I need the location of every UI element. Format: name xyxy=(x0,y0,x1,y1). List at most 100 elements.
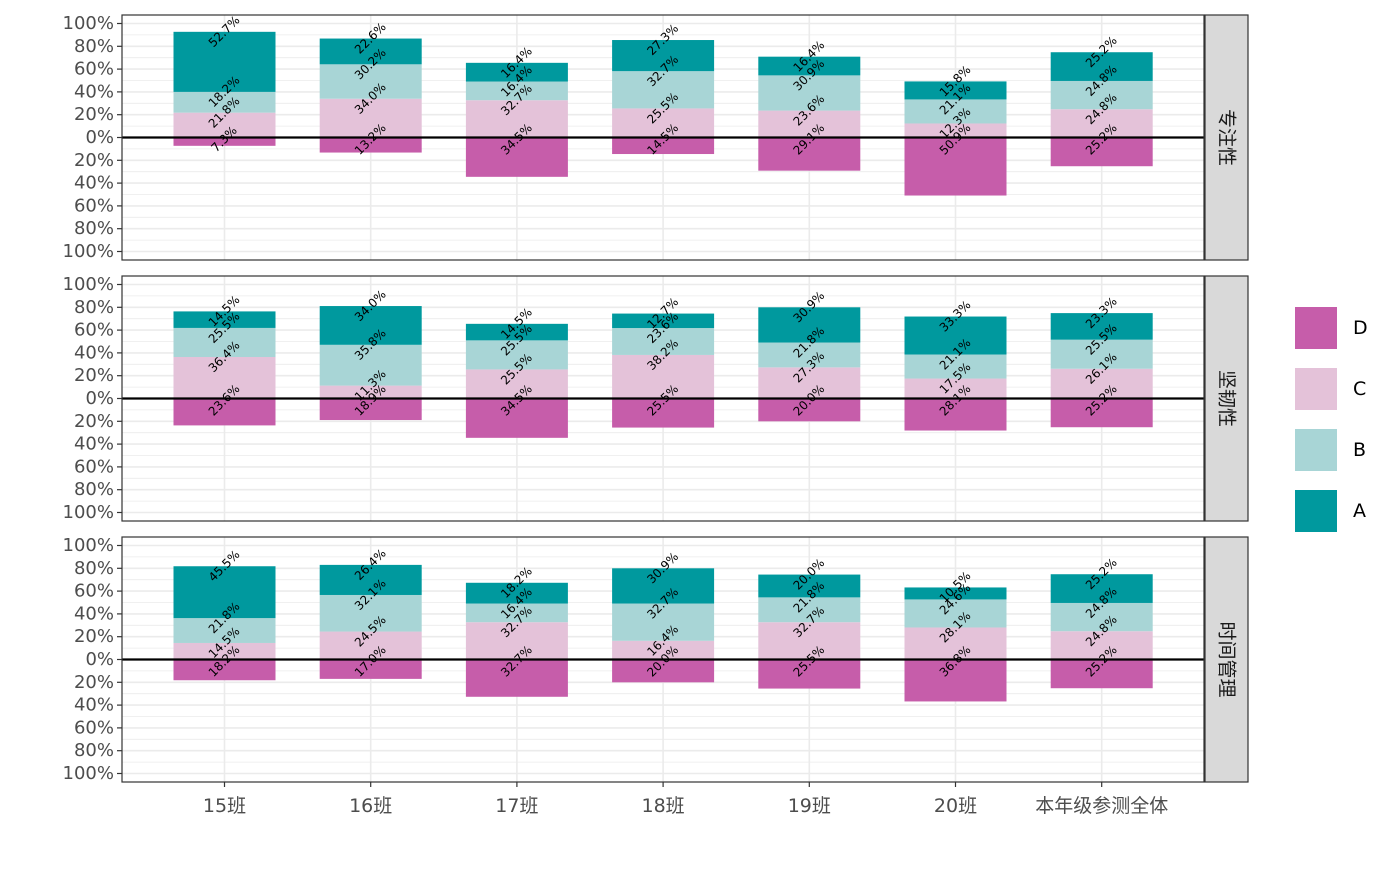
bar-A-5 xyxy=(758,307,861,343)
y-tick-label: 100% xyxy=(63,502,114,523)
y-tick-label: 80% xyxy=(74,740,114,761)
bar-D-6 xyxy=(904,659,1007,702)
y-tick-label: 20% xyxy=(74,365,114,386)
bar-B-5 xyxy=(758,597,861,623)
x-tick-label: 16班 xyxy=(349,795,392,817)
bar-D-1 xyxy=(173,659,276,681)
y-tick-label: 40% xyxy=(74,342,114,363)
bar-B-3 xyxy=(465,81,568,101)
bar-A-5 xyxy=(758,56,861,76)
y-tick-label: 40% xyxy=(74,173,114,194)
y-tick-label: 40% xyxy=(74,434,114,455)
bar-D-1 xyxy=(173,398,276,426)
bar-B-5 xyxy=(758,75,861,111)
bar-A-2 xyxy=(319,306,422,345)
bar-D-7 xyxy=(1050,398,1153,428)
legend-key-A xyxy=(1295,490,1337,532)
bar-C-6 xyxy=(904,627,1007,660)
legend-label-A: A xyxy=(1353,500,1366,522)
y-tick-label: 0% xyxy=(85,127,114,148)
y-tick-label: 40% xyxy=(74,81,114,102)
bar-D-5 xyxy=(758,137,861,171)
y-tick-label: 60% xyxy=(74,195,114,216)
bar-C-5 xyxy=(758,622,861,660)
bar-B-6 xyxy=(904,354,1007,379)
facet-strip-label: 时间管理 xyxy=(1216,621,1238,697)
bar-D-3 xyxy=(465,659,568,697)
bar-B-4 xyxy=(612,71,715,109)
bar-B-4 xyxy=(612,328,715,355)
bar-D-3 xyxy=(465,137,568,177)
y-tick-label: 100% xyxy=(63,535,114,556)
y-tick-label: 60% xyxy=(74,59,114,80)
bar-A-1 xyxy=(173,311,276,328)
y-tick-label: 60% xyxy=(74,717,114,738)
bar-C-6 xyxy=(904,378,1007,399)
legend-label-C: C xyxy=(1353,378,1366,400)
bar-D-5 xyxy=(758,398,861,422)
bar-D-2 xyxy=(319,659,422,679)
bar-B-2 xyxy=(319,64,422,99)
y-tick-label: 60% xyxy=(74,581,114,602)
bar-D-4 xyxy=(612,137,715,155)
y-tick-label: 20% xyxy=(74,104,114,125)
x-tick-label: 18班 xyxy=(642,795,685,817)
bar-B-6 xyxy=(904,599,1007,628)
y-tick-label: 40% xyxy=(74,695,114,716)
y-tick-label: 20% xyxy=(74,626,114,647)
bar-D-6 xyxy=(904,398,1007,431)
bar-C-5 xyxy=(758,110,861,138)
bar-B-5 xyxy=(758,342,861,368)
bar-D-2 xyxy=(319,137,422,153)
bar-D-5 xyxy=(758,659,861,689)
bar-B-7 xyxy=(1050,602,1153,632)
bar-A-3 xyxy=(465,323,568,341)
bar-D-3 xyxy=(465,398,568,438)
bar-C-4 xyxy=(612,108,715,138)
panel-2: 23.6%36.4%25.5%14.5%18.9%11.3%35.8%34.0%… xyxy=(63,274,1249,523)
panel-3: 18.2%14.5%21.8%45.5%17.0%24.5%32.1%26.4%… xyxy=(63,535,1249,784)
bar-C-7 xyxy=(1050,368,1153,399)
facet-strip xyxy=(1204,536,1249,783)
bar-A-6 xyxy=(904,587,1007,600)
bar-B-1 xyxy=(173,327,276,358)
legend-label-D: D xyxy=(1353,317,1368,339)
bar-C-2 xyxy=(319,385,422,399)
y-tick-label: 100% xyxy=(63,274,114,295)
bar-A-5 xyxy=(758,574,861,598)
bar-B-3 xyxy=(465,603,568,623)
bar-A-4 xyxy=(612,568,715,604)
y-tick-label: 80% xyxy=(74,297,114,318)
bar-D-7 xyxy=(1050,137,1153,167)
y-tick-label: 60% xyxy=(74,320,114,341)
bar-C-4 xyxy=(612,640,715,660)
x-tick-label: 15班 xyxy=(203,795,246,817)
bar-C-3 xyxy=(465,100,568,138)
bar-B-2 xyxy=(319,344,422,386)
bar-B-2 xyxy=(319,594,422,632)
facet-strip-label: 专注性 xyxy=(1216,109,1238,166)
y-tick-label: 20% xyxy=(74,411,114,432)
y-tick-label: 80% xyxy=(74,479,114,500)
bar-A-4 xyxy=(612,40,715,72)
legend-label-B: B xyxy=(1353,439,1366,461)
bar-C-3 xyxy=(465,622,568,660)
bar-D-7 xyxy=(1050,659,1153,689)
bar-B-4 xyxy=(612,603,715,641)
bar-C-1 xyxy=(173,357,276,399)
y-tick-label: 80% xyxy=(74,218,114,239)
y-tick-label: 20% xyxy=(74,672,114,693)
bar-D-6 xyxy=(904,137,1007,196)
y-tick-label: 100% xyxy=(63,241,114,262)
y-tick-label: 0% xyxy=(85,649,114,670)
bar-C-2 xyxy=(319,98,422,138)
bar-D-4 xyxy=(612,398,715,428)
bar-D-2 xyxy=(319,398,422,421)
bar-C-4 xyxy=(612,354,715,399)
bar-B-7 xyxy=(1050,339,1153,369)
bar-C-1 xyxy=(173,112,276,138)
legend-key-C xyxy=(1295,368,1337,410)
bar-C-2 xyxy=(319,631,422,660)
x-tick-label: 19班 xyxy=(788,795,831,817)
y-tick-label: 60% xyxy=(74,456,114,477)
